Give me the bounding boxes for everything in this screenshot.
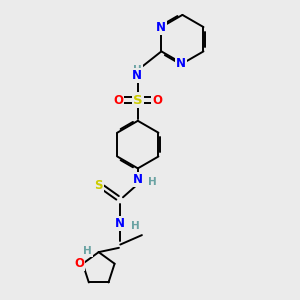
Text: O: O: [113, 94, 123, 106]
Text: O: O: [152, 94, 162, 106]
Text: N: N: [115, 217, 125, 230]
Text: N: N: [156, 21, 167, 34]
Text: H: H: [83, 246, 92, 256]
Text: H: H: [131, 221, 140, 232]
Text: N: N: [133, 173, 143, 186]
Text: N: N: [131, 69, 142, 82]
Text: S: S: [133, 94, 143, 106]
Text: S: S: [94, 178, 103, 192]
Text: N: N: [176, 57, 186, 70]
Text: H: H: [134, 65, 142, 75]
Text: H: H: [148, 177, 157, 188]
Text: O: O: [74, 257, 85, 270]
